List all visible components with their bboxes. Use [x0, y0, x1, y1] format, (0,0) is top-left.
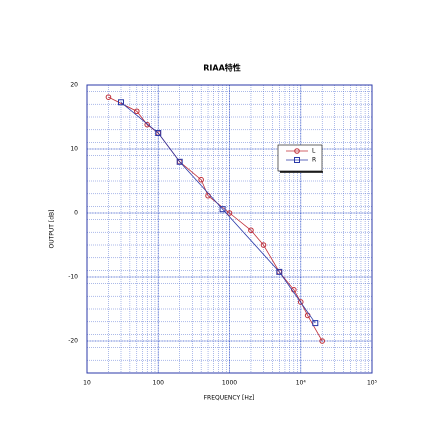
marker	[276, 268, 283, 275]
marker	[297, 299, 304, 305]
y-tick-label: -10	[68, 274, 78, 281]
marker	[260, 242, 267, 248]
marker	[248, 227, 254, 234]
legend-label: L	[312, 148, 316, 155]
marker	[134, 108, 140, 115]
legend: LR	[277, 144, 323, 173]
marker	[219, 206, 226, 213]
marker	[226, 210, 233, 216]
marker	[155, 130, 162, 136]
chart-title: RIAA特性	[203, 63, 241, 73]
x-tick-label: 10⁴	[296, 380, 307, 387]
x-tick-label: 1000	[222, 380, 237, 387]
marker	[117, 99, 124, 106]
x-tick-label: 10	[83, 380, 91, 387]
x-axis-label: FREQUENCY [Hz]	[204, 395, 255, 402]
marker	[105, 94, 112, 100]
marker	[294, 148, 300, 154]
marker	[312, 320, 319, 327]
x-tick-label: 100	[153, 380, 165, 387]
y-tick-label: 20	[70, 82, 78, 89]
y-axis-label: OUTPUT [dB]	[49, 210, 56, 249]
marker	[176, 158, 183, 165]
legend-label: R	[312, 157, 316, 164]
y-tick-label: 0	[74, 210, 78, 217]
y-tick-label: 10	[70, 146, 78, 153]
plot	[105, 94, 325, 344]
grid	[86, 84, 373, 373]
series-line	[108, 96, 323, 342]
plot-frame	[86, 84, 373, 374]
x-tick-label: 10⁵	[367, 380, 378, 387]
marker	[198, 176, 204, 183]
marker	[294, 157, 300, 163]
y-tick-label: -20	[68, 338, 78, 345]
marker	[319, 338, 325, 344]
marker	[144, 121, 151, 128]
series-line	[120, 101, 316, 324]
